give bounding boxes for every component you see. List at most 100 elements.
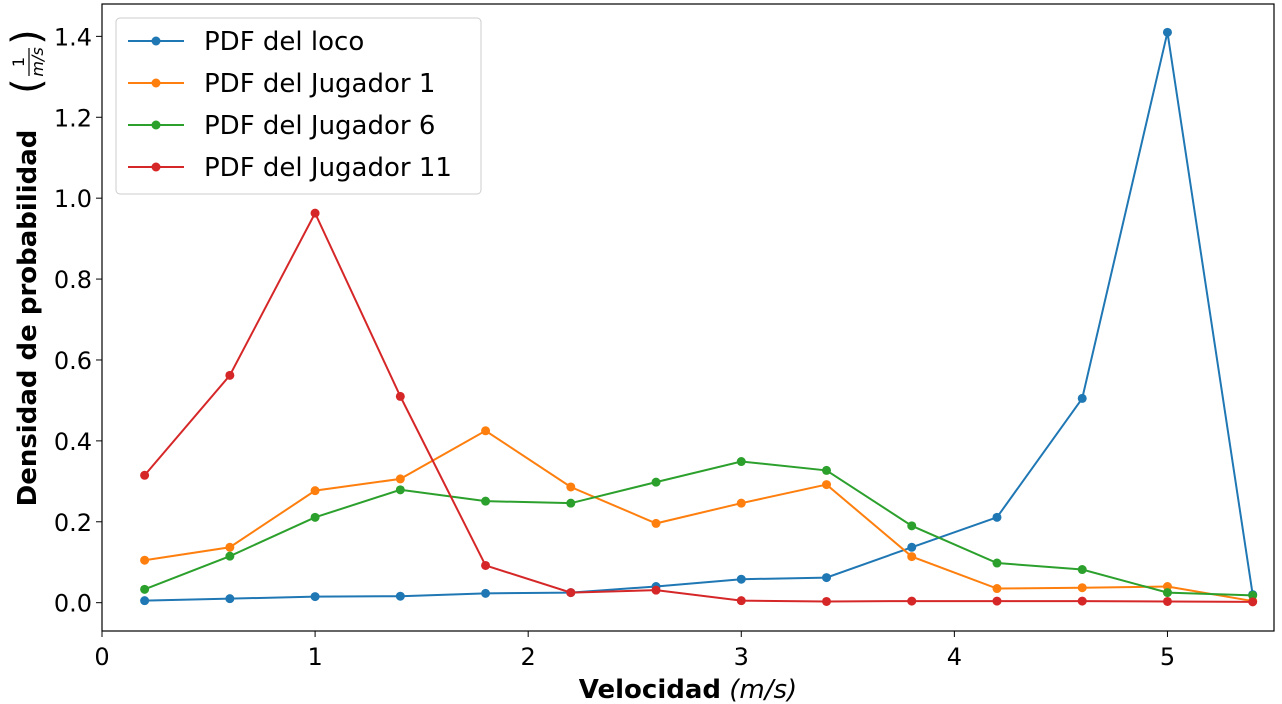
data-point <box>907 521 917 531</box>
data-point <box>225 594 235 604</box>
data-point <box>736 574 746 584</box>
series-line <box>144 32 1254 602</box>
data-point <box>481 426 491 436</box>
x-axis: 0 1 2 3 4 5 <box>94 631 1175 671</box>
series-2 <box>140 426 1258 606</box>
data-point <box>481 560 491 570</box>
data-point <box>310 512 320 522</box>
x-axis-label-unit: (m/s) <box>729 675 797 704</box>
y-tick-label: 1.0 <box>54 185 92 213</box>
data-point <box>1162 27 1172 37</box>
y-axis-label-unit-den: m/s <box>28 47 47 76</box>
x-tick-label: 5 <box>1160 643 1175 671</box>
series-line <box>144 429 1253 603</box>
data-point <box>310 486 320 496</box>
legend-item: PDF del loco <box>128 27 364 57</box>
y-tick-label: 1.2 <box>54 104 92 132</box>
legend-marker <box>151 162 161 172</box>
data-point <box>992 558 1002 568</box>
data-point <box>736 596 746 606</box>
y-axis: 0.0 0.2 0.4 0.6 0.8 1.0 1.2 1.4 <box>54 23 102 618</box>
data-point <box>395 391 405 401</box>
data-point <box>1077 596 1087 606</box>
data-point <box>1248 590 1258 600</box>
data-point <box>907 552 917 562</box>
y-tick-label: 0.6 <box>54 347 92 375</box>
svg-text:Densidad de probabilidad: Densidad de probabilidad <box>13 130 43 507</box>
data-point <box>481 496 491 506</box>
y-tick-label: 0.8 <box>54 266 92 294</box>
data-point <box>907 596 917 606</box>
y-tick-label: 1.4 <box>54 23 92 51</box>
data-point <box>395 485 405 495</box>
legend-label: PDF del Jugador 6 <box>204 111 435 141</box>
legend-label: PDF del loco <box>204 27 364 57</box>
data-point <box>822 480 832 490</box>
x-axis-label: Velocidad (m/s) <box>579 675 797 704</box>
x-tick-label: 0 <box>94 643 109 671</box>
plot-frame <box>101 3 1275 632</box>
y-axis-label: Densidad de probabilidad ( 1 m/s ) <box>4 29 50 506</box>
data-point <box>736 457 746 467</box>
data-point <box>481 588 491 598</box>
legend-item: PDF del Jugador 6 <box>128 111 435 141</box>
legend: PDF del loco PDF del Jugador 1 PDF del Jug… <box>115 17 482 195</box>
data-point <box>1162 596 1172 606</box>
data-point <box>225 370 235 380</box>
series-line <box>144 460 1253 597</box>
data-point <box>140 596 150 606</box>
data-point <box>651 585 661 595</box>
y-tick-label: 0.0 <box>54 590 92 618</box>
data-point <box>992 512 1002 522</box>
data-point <box>1077 583 1087 593</box>
data-point <box>651 518 661 528</box>
data-point <box>140 584 150 594</box>
x-axis-label-text: Velocidad <box>579 675 721 704</box>
data-point <box>992 584 1002 594</box>
y-tick-label: 0.2 <box>54 509 92 537</box>
data-point <box>1077 565 1087 575</box>
data-point <box>1077 393 1087 403</box>
y-tick-label: 0.4 <box>54 428 92 456</box>
data-point <box>310 592 320 602</box>
data-point <box>395 474 405 484</box>
data-point <box>1162 588 1172 598</box>
data-point <box>907 542 917 552</box>
data-point <box>651 477 661 487</box>
legend-box <box>115 17 482 195</box>
series-line <box>143 210 1253 603</box>
data-point <box>140 470 150 480</box>
data-point <box>225 542 235 552</box>
legend-item: PDF del Jugador 11 <box>128 153 452 183</box>
y-axis-label-paren-open: ( <box>4 78 50 94</box>
x-tick-label: 1 <box>307 643 322 671</box>
legend-item: PDF del Jugador 1 <box>128 69 435 99</box>
data-point <box>822 465 832 475</box>
data-point <box>822 596 832 606</box>
series-3 <box>140 457 1258 600</box>
x-tick-label: 2 <box>521 643 536 671</box>
data-point <box>140 555 150 565</box>
x-tick-label: 3 <box>734 643 749 671</box>
data-point <box>566 482 576 492</box>
data-point <box>566 588 576 598</box>
x-tick-label: 4 <box>947 643 962 671</box>
data-point <box>1248 597 1258 607</box>
legend-marker <box>151 36 161 46</box>
legend-marker <box>151 120 161 130</box>
data-point <box>395 591 405 601</box>
y-axis-label-paren-close: ) <box>4 29 50 45</box>
data-point <box>822 573 832 583</box>
data-point <box>310 208 320 218</box>
legend-label: PDF del Jugador 11 <box>204 153 452 183</box>
data-point <box>566 498 576 508</box>
series-4 <box>140 208 1258 607</box>
data-point <box>225 551 235 561</box>
y-axis-label-unit-num: 1 <box>9 57 28 67</box>
legend-marker <box>151 78 161 88</box>
series-layer <box>140 27 1258 607</box>
data-point <box>736 498 746 508</box>
y-axis-label-text: Densidad de probabilidad <box>13 130 43 507</box>
legend-label: PDF del Jugador 1 <box>204 69 435 99</box>
